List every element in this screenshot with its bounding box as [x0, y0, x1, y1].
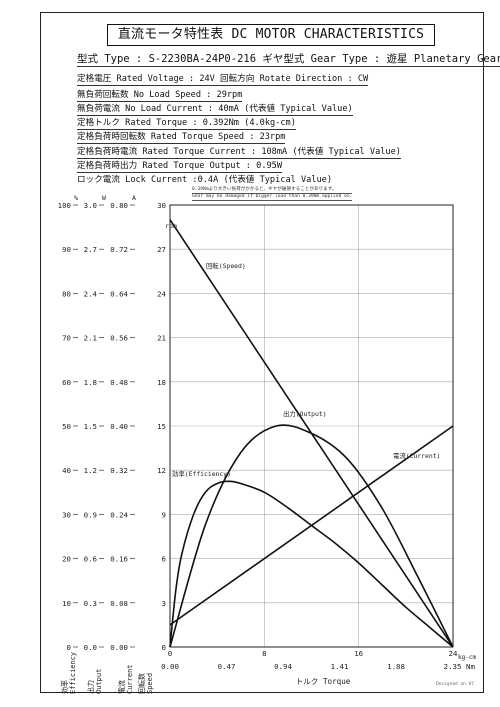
spec-rated-voltage: 定格電圧 Rated Voltage : 24V 回転方向 Rotate Dir…: [77, 74, 369, 86]
efficiency-tick-label: 10: [62, 599, 71, 608]
output-series-label: 出力(Output): [283, 409, 327, 418]
efficiency-tick-label: 100: [58, 201, 71, 210]
efficiency-tick-label: 40: [62, 466, 71, 475]
output-tick-label: 2.1: [84, 334, 97, 343]
model-type-line: 型式 Type : S-2230BA-24P0-216 ギヤ型式 Gear Ty…: [77, 53, 500, 67]
speed-axis-title: 回転数Speed: [137, 673, 154, 694]
efficiency-tick-label: 20: [62, 555, 71, 564]
speed-tick-label: 0: [162, 643, 166, 652]
speed-unit-label: rpm: [165, 222, 177, 230]
output-series-line: [169, 424, 454, 648]
output-tick-label: 2.7: [84, 245, 97, 254]
efficiency-tick-label: 70: [62, 334, 71, 343]
speed-tick-label: 18: [157, 378, 166, 387]
current-axis-title: 電流Current: [117, 664, 134, 694]
current-tick-label: 0.08: [110, 599, 128, 608]
spec-no-load-speed: 無負荷回転数 No Load Speed : 29rpm: [77, 90, 243, 102]
lock-warning-note: 0.39Nmより大きい負荷がかかると、ギヤが破損することがあります。 Gear …: [192, 187, 353, 201]
current-tick-label: 0.16: [110, 555, 128, 564]
x-nm-unit-label: Nm: [466, 662, 475, 671]
efficiency-axis-title: 効率Efficiency: [60, 652, 77, 694]
current-tick-label: 0.72: [110, 245, 128, 254]
speed-tick-label: 24: [157, 289, 166, 298]
x-nm-tick-label: 0.00: [161, 662, 179, 671]
output-tick-label: 0.6: [84, 555, 97, 564]
current-tick-label: 0.48: [110, 378, 128, 387]
current-tick-label: 0.64: [110, 289, 128, 298]
current-series-label: 電流(Current): [393, 451, 440, 460]
output-tick-label: 0.9: [84, 510, 97, 519]
output-tick-label: 1.2: [84, 466, 97, 475]
speed-tick-label: 30: [157, 201, 166, 210]
output-axis-title: 出力Output: [86, 669, 103, 694]
footer-note: Designed on V7: [436, 682, 474, 687]
efficiency-series-label: 効率(Efficiency): [172, 469, 231, 478]
lock-warning-en: Gear may be damaged if bigger load than …: [192, 193, 353, 201]
spec-rated-torque-output: 定格負荷時出力 Rated Torque Output : 0.95W: [77, 161, 283, 173]
speed-tick-label: 3: [162, 599, 166, 608]
x-nm-tick-label: 0.94: [274, 662, 292, 671]
speed-tick-label: 15: [157, 422, 166, 431]
speed-tick-label: 6: [162, 555, 166, 564]
current-tick-label: 0.56: [110, 334, 128, 343]
speed-tick-label: 27: [157, 245, 166, 254]
x-nm-tick-label: 1.41: [331, 662, 349, 671]
x-kgcm-tick-label: 16: [354, 649, 363, 658]
x-axis-title: トルク Torque: [296, 677, 351, 686]
speed-series-label: 回転(Speed): [206, 262, 246, 270]
output-tick-label: 1.5: [84, 422, 97, 431]
output-tick-label: 0.3: [84, 599, 97, 608]
efficiency-series-line: [169, 480, 454, 648]
spec-rated-torque-current: 定格負荷時電流 Rated Torque Current : 108mA (代表…: [77, 147, 401, 159]
spec-no-load-current: 無負荷電流 No Load Current : 40mA (代表値 Typica…: [77, 104, 353, 116]
speed-tick-label: 21: [157, 334, 166, 343]
efficiency-tick-label: 30: [62, 510, 71, 519]
x-kgcm-tick-label: 0: [168, 649, 172, 658]
output-tick-label: 1.8: [84, 378, 97, 387]
x-nm-tick-label: 1.88: [387, 662, 405, 671]
output-tick-label: 0.0: [84, 643, 97, 652]
datasheet-frame: [40, 12, 484, 693]
speed-tick-label: 12: [157, 466, 166, 475]
efficiency-unit-label: %: [74, 194, 78, 202]
efficiency-tick-label: 90: [62, 245, 71, 254]
lock-warning-jp: 0.39Nmより大きい負荷がかかると、ギヤが破損することがあります。: [192, 187, 337, 192]
page-title: 直流モータ特性表 DC MOTOR CHARACTERISTICS: [107, 24, 435, 46]
x-kgcm-unit-label: kg-cm: [458, 654, 476, 661]
speed-tick-label: 9: [162, 510, 166, 519]
current-tick-label: 0.32: [110, 466, 128, 475]
output-tick-label: 3.0: [84, 201, 97, 210]
efficiency-tick-label: 50: [62, 422, 71, 431]
x-kgcm-tick-label: 24: [449, 649, 458, 658]
x-kgcm-tick-label: 8: [262, 649, 266, 658]
spec-rated-torque: 定格トルク Rated Torque : 0.392Nm (4.0kg-cm): [77, 118, 296, 130]
x-nm-tick-label: 2.35: [444, 662, 462, 671]
current-tick-label: 0.80: [110, 201, 128, 210]
efficiency-tick-label: 60: [62, 378, 71, 387]
efficiency-tick-label: 0: [67, 643, 71, 652]
spec-rated-torque-speed: 定格負荷時回転数 Rated Torque Speed : 23rpm: [77, 132, 286, 144]
x-nm-tick-label: 0.47: [218, 662, 236, 671]
current-unit-label: A: [132, 194, 136, 202]
current-tick-label: 0.40: [110, 422, 128, 431]
current-tick-label: 0.24: [110, 510, 128, 519]
output-unit-label: W: [102, 194, 106, 202]
spec-lock-current: ロック電流 Lock Current :0.4A (代表値 Typical Va…: [77, 175, 333, 185]
current-tick-label: 0.00: [110, 643, 128, 652]
efficiency-tick-label: 80: [62, 289, 71, 298]
output-tick-label: 2.4: [84, 289, 98, 298]
